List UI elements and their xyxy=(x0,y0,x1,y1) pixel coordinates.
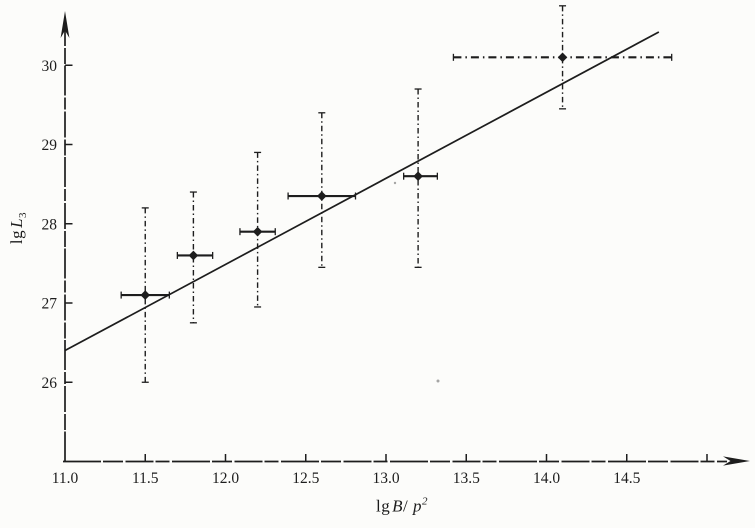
y-tick-label: 26 xyxy=(42,375,58,392)
x-tick-label: 11.0 xyxy=(52,470,79,487)
data-point-marker xyxy=(140,290,151,300)
scan-speck xyxy=(436,379,440,383)
x-axis-title-exponent: 2 xyxy=(422,495,429,508)
fit-line xyxy=(64,31,660,352)
data-point-marker xyxy=(188,250,199,261)
x-tick-label: 14.0 xyxy=(533,470,560,487)
y-tick-label: 27 xyxy=(42,296,58,313)
x-tick-label: 14.5 xyxy=(613,470,640,487)
x-tick-label: 12.0 xyxy=(212,470,239,487)
y-tick-label: 28 xyxy=(42,216,58,233)
scan-speck xyxy=(393,181,397,185)
y-axis-arrow xyxy=(60,11,70,38)
x-axis-title-numerator: B xyxy=(392,496,404,516)
x-axis-title-slash: / xyxy=(403,496,414,516)
x-axis-title: lg B/ p2 xyxy=(376,496,428,517)
x-tick-label: 13.5 xyxy=(453,470,480,487)
y-axis-title-function: lg xyxy=(6,229,26,245)
x-axis-title-denominator: p xyxy=(413,496,423,516)
y-tick-label: 29 xyxy=(42,137,58,154)
y-axis-title-variable: L xyxy=(6,217,26,228)
x-axis-title-function: lg xyxy=(375,496,391,516)
x-tick-label: 11.5 xyxy=(132,470,159,487)
x-tick-label: 12.5 xyxy=(292,470,319,487)
y-axis-title-subscript: 3 xyxy=(17,211,30,218)
data-point-marker xyxy=(557,52,568,63)
data-point-marker xyxy=(252,226,263,237)
y-tick-label: 30 xyxy=(42,58,58,75)
x-tick-label: 13.0 xyxy=(372,470,399,487)
data-point-marker xyxy=(317,191,327,201)
data-point-marker xyxy=(413,171,423,181)
y-axis-title: lg L3 xyxy=(7,212,29,244)
x-axis-arrow xyxy=(723,456,750,466)
